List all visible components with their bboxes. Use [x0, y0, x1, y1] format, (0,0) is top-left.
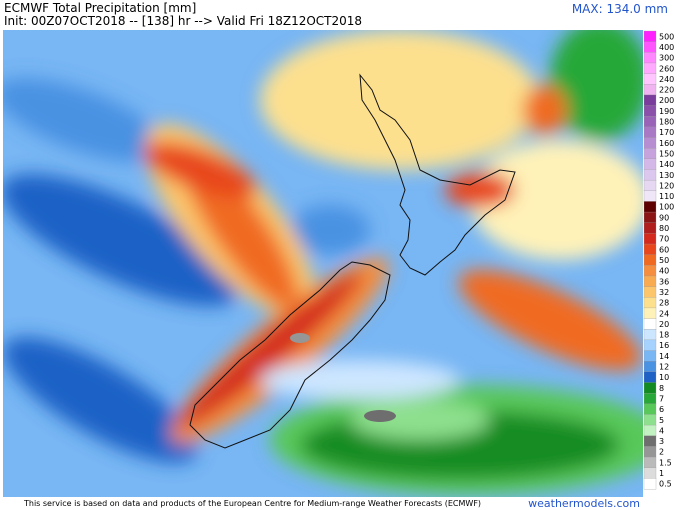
colorbar-label: 150: [659, 149, 674, 158]
colorbar-label: 32: [659, 288, 669, 297]
colorbar-label: 16: [659, 341, 669, 350]
colorbar-swatch: [643, 382, 657, 394]
colorbar-label: 500: [659, 32, 674, 41]
colorbar-label: 3: [659, 437, 664, 446]
colorbar-label: 140: [659, 160, 674, 169]
colorbar-swatch: [643, 201, 657, 213]
colorbar-label: 190: [659, 107, 674, 116]
colorbar-swatch: [643, 158, 657, 170]
colorbar-label: 40: [659, 267, 669, 276]
colorbar-label: 300: [659, 54, 674, 63]
colorbar-label: 120: [659, 181, 674, 190]
colorbar-label: 180: [659, 118, 674, 127]
colorbar-label: 5: [659, 416, 664, 425]
colorbar-swatch: [643, 361, 657, 373]
colorbar-label: 260: [659, 64, 674, 73]
colorbar-swatch: [643, 41, 657, 53]
colorbar-swatch: [643, 297, 657, 309]
colorbar-label: 60: [659, 245, 669, 254]
coastline: [189, 73, 516, 449]
colorbar-label: 8: [659, 384, 664, 393]
title: ECMWF Total Precipitation [mm]: [4, 1, 197, 15]
colorbar-swatch: [643, 211, 657, 224]
colorbar-swatch: [643, 84, 657, 96]
colorbar-label: 90: [659, 213, 669, 222]
colorbar-label: 220: [659, 86, 674, 95]
colorbar-swatch: [643, 414, 657, 426]
max-label: MAX: 134.0 mm: [571, 2, 668, 16]
colorbar-swatch: [643, 456, 657, 469]
colorbar-label: 50: [659, 256, 669, 265]
colorbar-label: 130: [659, 171, 674, 180]
colorbar-label: 80: [659, 224, 669, 233]
colorbar-label: 240: [659, 75, 674, 84]
colorbar-label: 400: [659, 43, 674, 52]
colorbar-swatch: [643, 116, 657, 128]
colorbar-label: 7: [659, 394, 664, 403]
footer-credit: This service is based on data and produc…: [24, 499, 482, 508]
subtitle: Init: 00Z07OCT2018 -- [138] hr --> Valid…: [4, 14, 363, 28]
colorbar-swatch: [643, 286, 657, 298]
colorbar-label: 24: [659, 309, 669, 318]
colorbar-swatch: [643, 307, 657, 320]
colorbar-swatch: [643, 52, 657, 64]
colorbar-label: 1.5: [659, 458, 672, 467]
colorbar-swatch: [643, 265, 657, 277]
colorbar-label: 36: [659, 277, 669, 286]
colorbar-swatch: [643, 478, 657, 490]
site-name: weathermodels.com: [528, 497, 640, 510]
colorbar-label: 0.5: [659, 480, 672, 489]
colorbar-swatch: [643, 371, 657, 383]
colorbar-swatch: [643, 62, 657, 75]
colorbar-swatch: [643, 424, 657, 437]
colorbar-swatch: [643, 126, 657, 138]
precip-field: [3, 30, 643, 497]
colorbar-label: 100: [659, 203, 674, 212]
colorbar-swatch: [643, 169, 657, 181]
colorbar-label: 20: [659, 320, 669, 329]
colorbar-swatch: [643, 318, 657, 330]
colorbar-swatch: [643, 222, 657, 234]
colorbar-label: 160: [659, 139, 674, 148]
colorbar-swatch: [643, 435, 657, 447]
colorbar-label: 70: [659, 235, 669, 244]
colorbar-label: 6: [659, 405, 664, 414]
colorbar-label: 4: [659, 426, 664, 435]
colorbar-label: 12: [659, 363, 669, 372]
colorbar-swatch: [643, 392, 657, 405]
colorbar-label: 170: [659, 128, 674, 137]
colorbar-swatch: [643, 94, 657, 107]
colorbar-swatch: [643, 105, 657, 117]
colorbar-swatch: [643, 190, 657, 202]
colorbar-swatch: [643, 30, 657, 43]
colorbar-label: 10: [659, 373, 669, 382]
colorbar-label: 1: [659, 469, 664, 478]
colorbar-swatch: [643, 467, 657, 479]
colorbar-swatch: [643, 148, 657, 160]
colorbar-label: 14: [659, 352, 669, 361]
colorbar-swatch: [643, 233, 657, 245]
colorbar-swatch: [643, 339, 657, 351]
colorbar-swatch: [643, 254, 657, 266]
colorbar-swatch: [643, 179, 657, 192]
colorbar-label: 18: [659, 331, 669, 340]
colorbar-label: 2: [659, 448, 664, 457]
colorbar-swatch: [643, 137, 657, 149]
colorbar-swatch: [643, 350, 657, 362]
colorbar-swatch: [643, 243, 657, 256]
colorbar-label: 110: [659, 192, 674, 201]
colorbar-label: 28: [659, 299, 669, 308]
colorbar-swatch: [643, 446, 657, 458]
colorbar-swatch: [643, 73, 657, 85]
colorbar-swatch: [643, 275, 657, 288]
colorbar-label: 200: [659, 96, 674, 105]
colorbar-swatch: [643, 403, 657, 415]
colorbar-swatch: [643, 329, 657, 341]
